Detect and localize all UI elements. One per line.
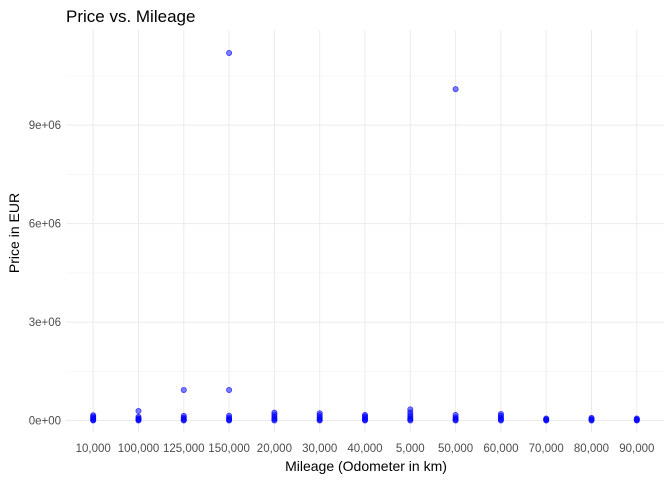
x-axis-title: Mileage (Odometer in km) (285, 458, 447, 474)
y-tick-label: 3e+06 (29, 317, 61, 329)
x-tick-label: 20,000 (257, 443, 292, 455)
y-axis-title: Price in EUR (6, 193, 22, 273)
grid-layer (66, 30, 664, 432)
data-point (180, 412, 187, 419)
data-point (226, 49, 233, 56)
x-tick-label: 50,000 (438, 443, 473, 455)
x-tick-label: 90,000 (619, 443, 654, 455)
data-point (452, 411, 459, 418)
data-point (588, 414, 595, 421)
data-point (633, 415, 640, 422)
data-point (135, 407, 142, 414)
chart-title: Price vs. Mileage (66, 7, 195, 26)
data-point (226, 412, 233, 419)
x-tick-label: 30,000 (302, 443, 337, 455)
x-tick-label: 5,000 (396, 443, 425, 455)
x-tick-label: 10,000 (76, 443, 111, 455)
y-tick-label: 0e+00 (29, 416, 61, 428)
x-tick-label: 40,000 (347, 443, 382, 455)
y-tick-label: 9e+06 (29, 120, 61, 132)
y-tick-label: 6e+06 (29, 219, 61, 231)
points-layer (90, 49, 640, 424)
data-point (226, 386, 233, 393)
y-tick-labels: 0e+00 3e+06 6e+06 9e+06 (29, 120, 61, 427)
data-point (90, 412, 97, 419)
x-tick-label: 150,000 (208, 443, 250, 455)
data-point (271, 409, 278, 416)
data-point (316, 410, 323, 417)
data-point (543, 415, 550, 422)
data-point (180, 386, 187, 393)
x-tick-label: 70,000 (529, 443, 564, 455)
x-tick-label: 80,000 (574, 443, 609, 455)
data-point (452, 86, 459, 93)
x-tick-label: 125,000 (163, 443, 205, 455)
data-point (497, 410, 504, 417)
data-point (135, 413, 142, 420)
x-tick-labels: 10,000 100,000 125,000 150,000 20,000 30,000 4… (76, 443, 655, 455)
data-point (407, 406, 414, 413)
x-tick-label: 60,000 (483, 443, 518, 455)
data-point (361, 411, 368, 418)
x-tick-label: 100,000 (118, 443, 160, 455)
